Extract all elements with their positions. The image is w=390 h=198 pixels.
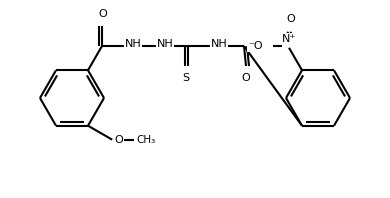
Text: NH: NH xyxy=(211,39,227,49)
Text: N⁺: N⁺ xyxy=(282,34,296,44)
Text: O: O xyxy=(287,14,295,24)
Text: O: O xyxy=(99,9,107,19)
Text: ⁻O: ⁻O xyxy=(248,41,263,51)
Text: NH: NH xyxy=(157,39,174,49)
Text: O: O xyxy=(114,135,123,145)
Text: CH₃: CH₃ xyxy=(136,135,156,145)
Text: O: O xyxy=(242,73,250,83)
Text: NH: NH xyxy=(125,39,141,49)
Text: S: S xyxy=(183,73,190,83)
